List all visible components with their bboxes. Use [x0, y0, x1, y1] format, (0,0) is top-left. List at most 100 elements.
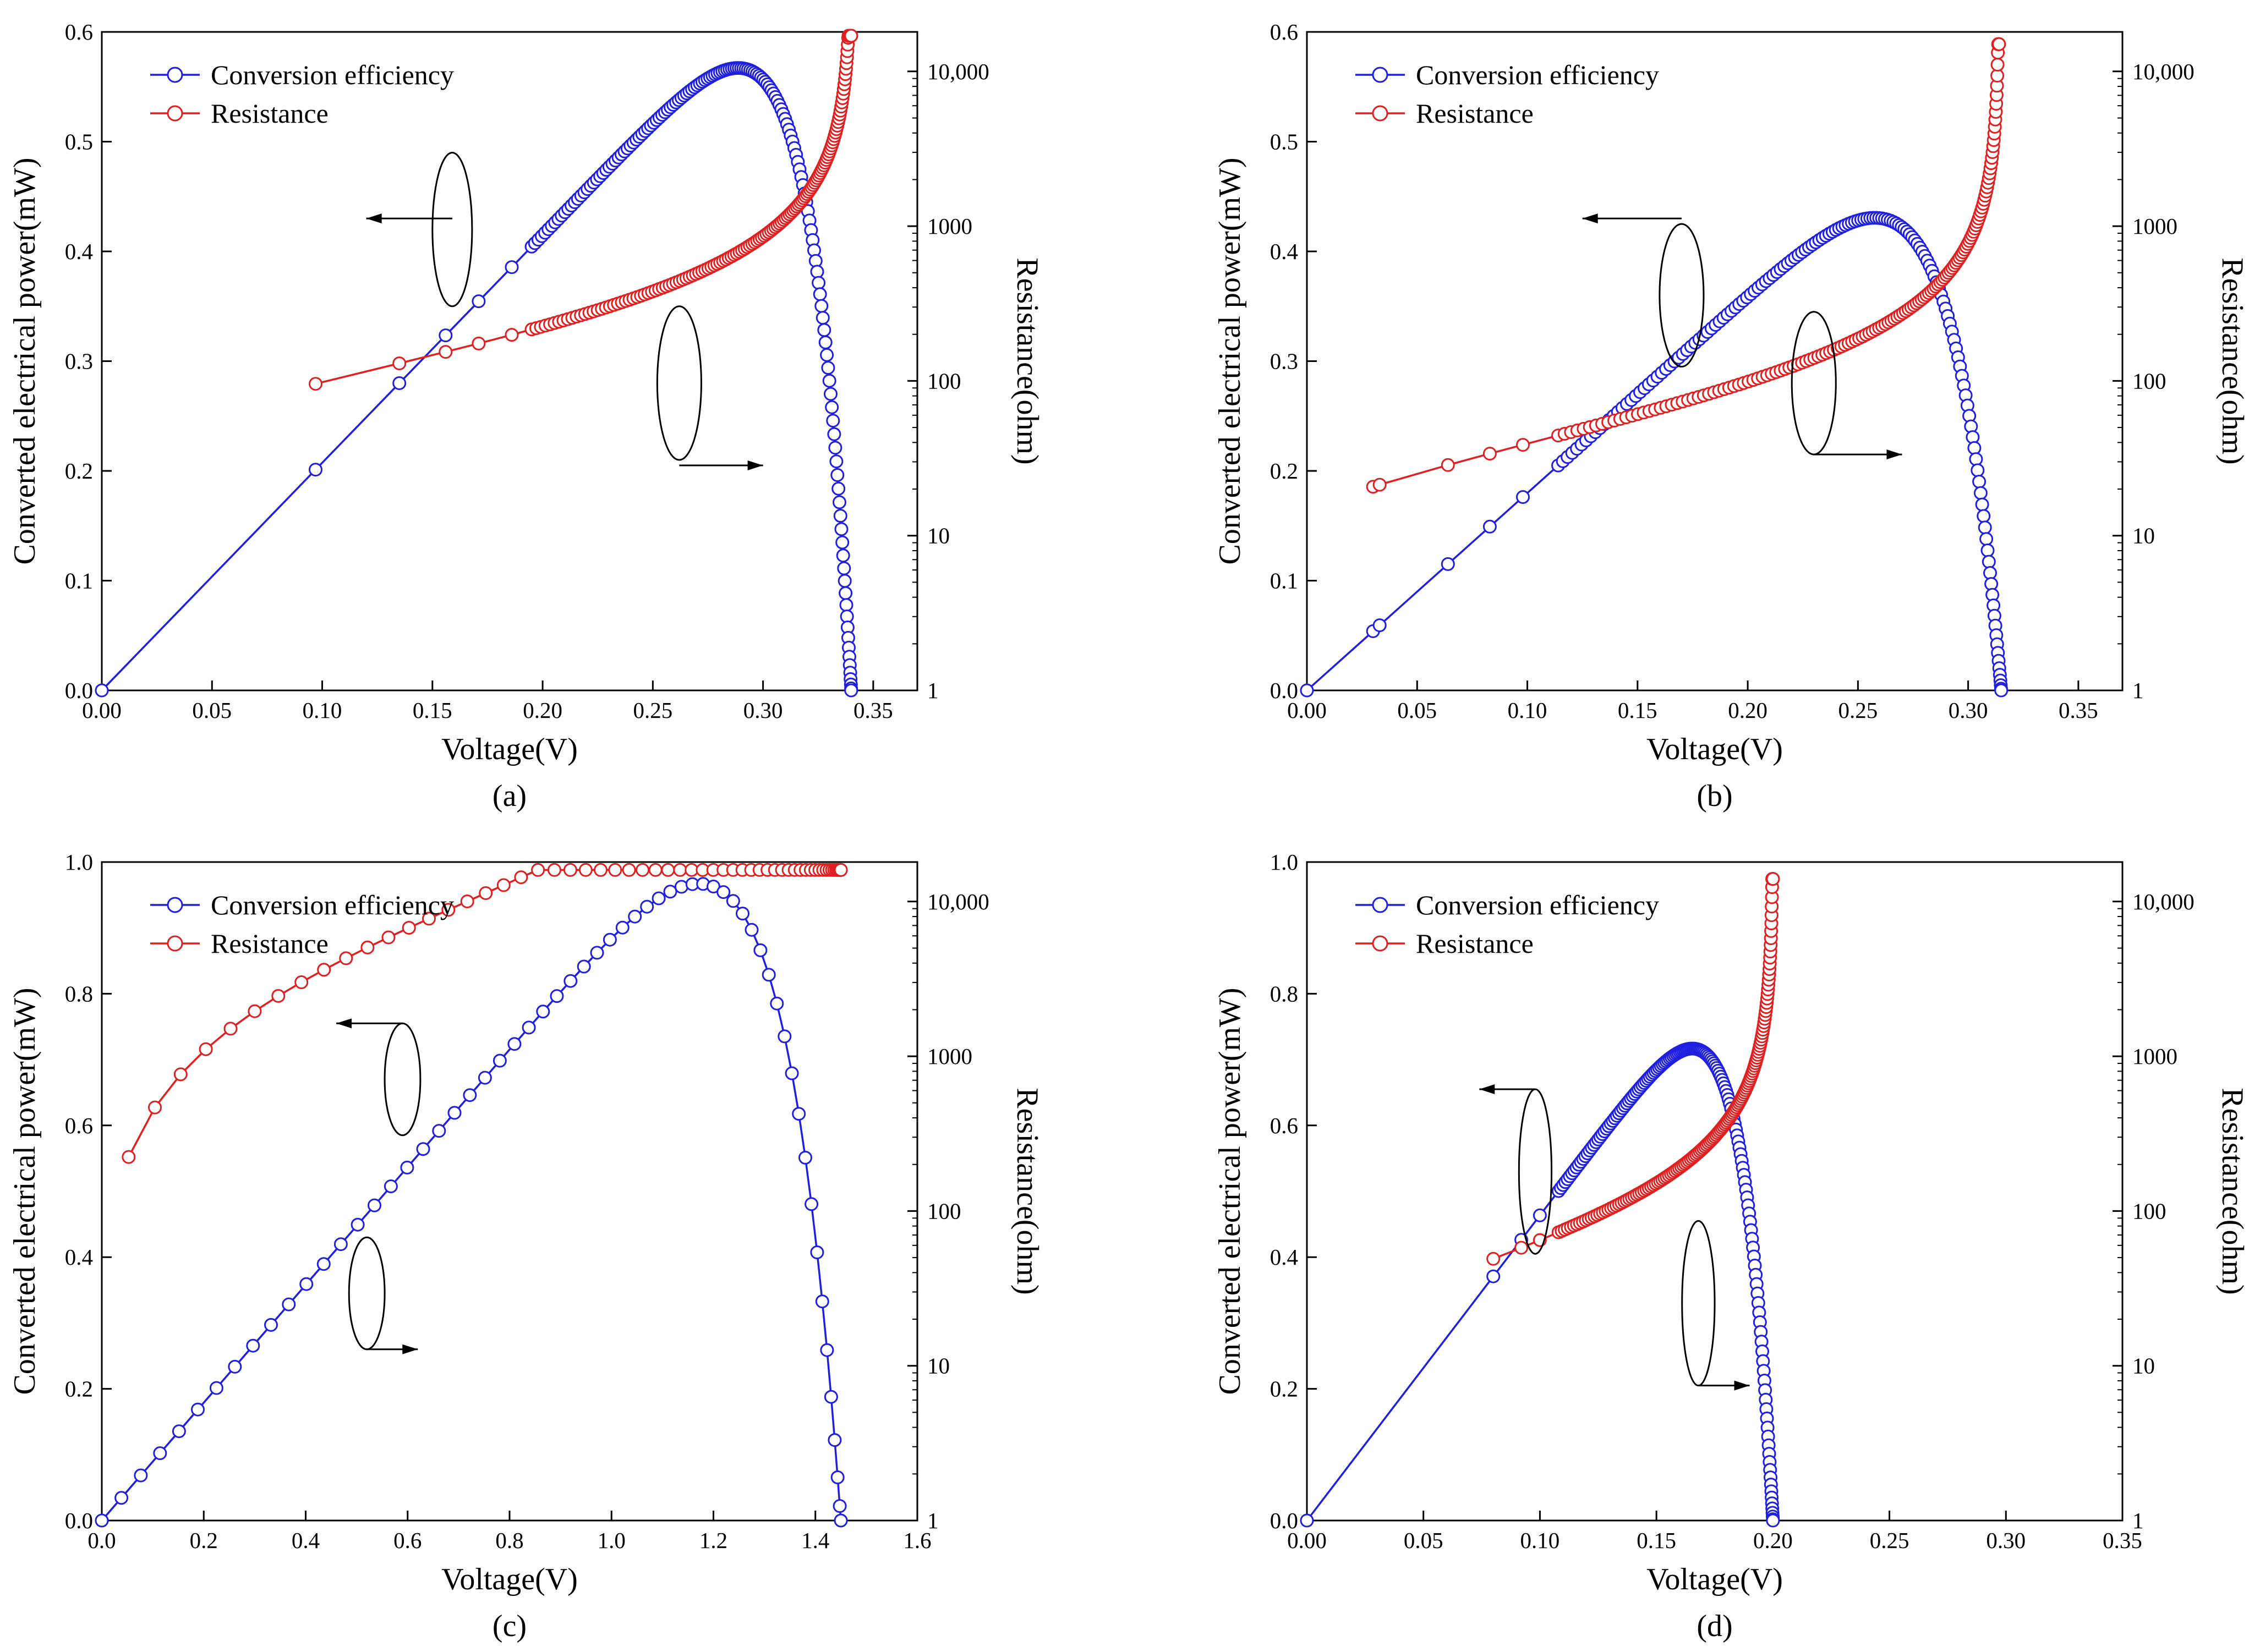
- series-conversion-efficiency: [95, 877, 848, 1528]
- data-point: [661, 863, 675, 877]
- data-point: [736, 907, 749, 921]
- y2-tick-label: 1000: [2132, 1044, 2177, 1069]
- y2-tick-label: 10: [927, 1353, 950, 1379]
- x-tick-label: 0.35: [853, 698, 893, 723]
- data-point: [309, 377, 322, 391]
- data-point: [1971, 463, 1985, 478]
- y-tick-label: 0.8: [65, 981, 93, 1006]
- y2-tick-label: 10: [2132, 1353, 2155, 1379]
- x-tick-label: 0.6: [393, 1528, 422, 1553]
- data-point: [1486, 1252, 1501, 1266]
- data-point: [264, 1318, 278, 1332]
- x-tick-label: 0.10: [1520, 1528, 1560, 1553]
- callout-arrow-head: [366, 213, 382, 224]
- chart-panel-a: 0.00 0.05 0.10 0.15 0.20 0.25 0.30 0.35 0.0 0.1 0.…: [8, 19, 1044, 813]
- data-point: [531, 863, 545, 877]
- y-tick-label: 0.6: [65, 19, 93, 45]
- data-point: [460, 894, 474, 908]
- x-tick-label: 0.30: [1986, 1528, 2026, 1553]
- y2-tick-label: 100: [2132, 368, 2166, 393]
- y-tick-label: 0.6: [65, 1113, 93, 1138]
- data-point: [827, 427, 841, 441]
- data-point: [1516, 490, 1530, 504]
- data-point: [817, 323, 831, 337]
- data-point: [447, 1106, 462, 1120]
- x-axis-title: Voltage(V): [441, 1562, 578, 1596]
- data-point: [472, 336, 486, 350]
- data-point: [432, 1124, 446, 1138]
- callout-ellipse: [431, 151, 473, 308]
- series-line: [101, 67, 852, 691]
- y-tick-label: 0.3: [1270, 349, 1298, 374]
- data-point: [820, 348, 834, 362]
- callout-right: [1681, 1220, 1750, 1391]
- data-point: [1766, 1513, 1780, 1528]
- data-point: [368, 1198, 381, 1212]
- data-point: [1969, 452, 1983, 466]
- series-line: [101, 883, 842, 1522]
- data-point: [299, 1277, 314, 1291]
- data-point: [1372, 478, 1387, 492]
- y2-tick-label: 1: [927, 678, 939, 703]
- data-point: [271, 989, 286, 1003]
- y-tick-label: 0.6: [1270, 1113, 1298, 1138]
- data-point: [828, 441, 842, 455]
- x-tick-label: 0.25: [633, 698, 672, 723]
- x-tick-label: 1.4: [801, 1528, 829, 1553]
- data-point: [594, 863, 608, 877]
- y-tick-label: 0.5: [1270, 129, 1298, 155]
- data-point: [550, 989, 564, 1003]
- callout-ellipse: [1791, 311, 1837, 455]
- callout-arrow-head: [1479, 1084, 1495, 1094]
- callout-right: [348, 1236, 418, 1354]
- data-point: [831, 481, 846, 496]
- data-point: [826, 414, 840, 428]
- plot-frame: [101, 861, 918, 1522]
- data-point: [95, 1513, 109, 1528]
- data-point: [1990, 58, 2005, 72]
- legend-label: Conversion efficiency: [211, 59, 454, 90]
- data-point: [563, 863, 577, 877]
- data-point: [1972, 475, 1987, 489]
- data-point: [400, 1160, 414, 1174]
- data-point: [282, 1297, 296, 1311]
- data-point: [844, 29, 858, 43]
- data-point: [798, 1150, 812, 1165]
- data-point: [1533, 1208, 1547, 1222]
- data-point: [1482, 519, 1497, 534]
- data-point: [829, 454, 844, 469]
- data-point: [1441, 557, 1455, 571]
- y2-axis-title: Resistance(ohm): [2215, 257, 2250, 464]
- y2-tick-label: 1000: [927, 213, 972, 239]
- data-point: [317, 963, 331, 977]
- panel-label: (d): [1697, 1609, 1732, 1643]
- data-point: [834, 863, 848, 877]
- x-tick-label: 0.4: [292, 1528, 320, 1553]
- y-tick-label: 0.0: [1270, 1508, 1298, 1533]
- data-point: [199, 1042, 213, 1056]
- panel-label: (c): [493, 1609, 527, 1643]
- data-point: [818, 335, 833, 349]
- x-tick-label: 0.15: [1618, 698, 1657, 723]
- callout-ellipse: [656, 305, 702, 461]
- data-point: [815, 1294, 829, 1309]
- legend-label: Resistance: [211, 928, 329, 959]
- x-tick-label: 0.10: [303, 698, 342, 723]
- x-tick-label: 0.00: [82, 698, 122, 723]
- data-point: [792, 1107, 806, 1121]
- data-point: [392, 356, 407, 370]
- data-point: [1992, 37, 2006, 51]
- data-point: [745, 923, 759, 937]
- data-point: [472, 294, 486, 309]
- data-point: [209, 1381, 223, 1395]
- data-point: [778, 1029, 792, 1044]
- data-point: [351, 1217, 365, 1232]
- chart-panel-c: 0.0 0.2 0.4 0.6 0.8 1.0 1.2 1.4 1.6 0.0 0.2 0.4 0.6 0…: [8, 849, 1044, 1643]
- data-point: [816, 311, 830, 325]
- y-tick-label: 0.1: [65, 568, 93, 594]
- x-axis-title: Voltage(V): [1646, 732, 1783, 766]
- x-tick-label: 0.10: [1508, 698, 1547, 723]
- data-point: [228, 1359, 242, 1374]
- y2-tick-label: 10: [2132, 523, 2155, 548]
- data-point: [673, 863, 687, 877]
